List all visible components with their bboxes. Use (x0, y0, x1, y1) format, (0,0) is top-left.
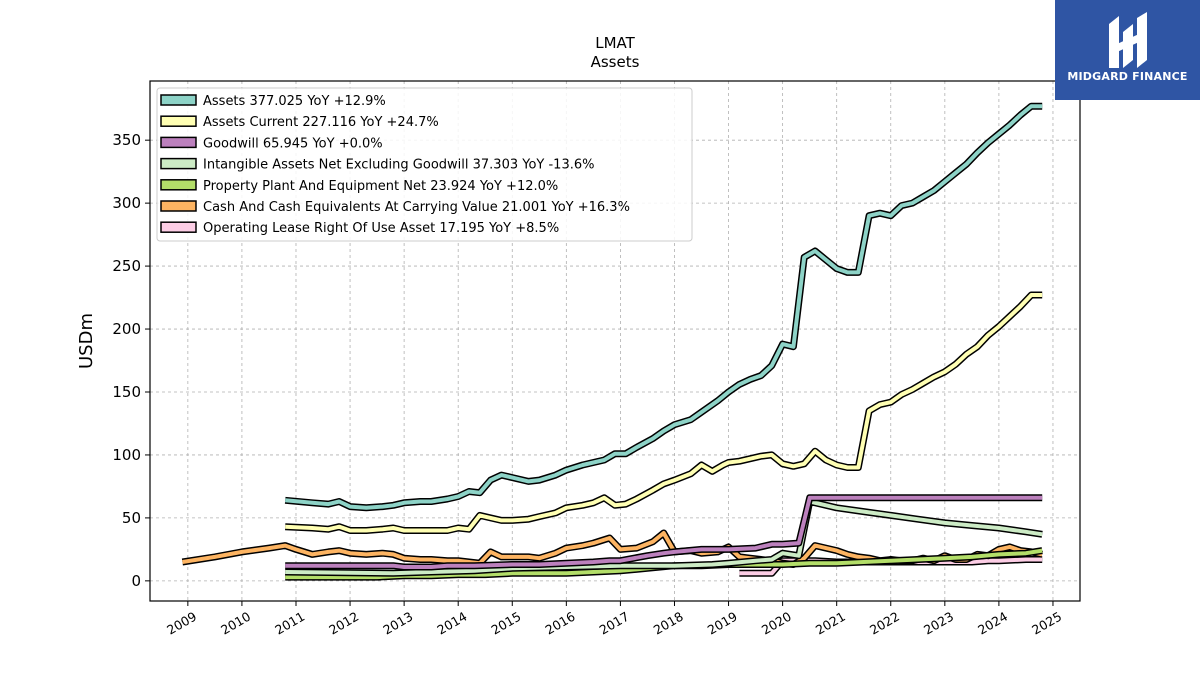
legend: Assets 377.025 YoY +12.9% Assets Current … (156, 87, 693, 242)
x-tick-label: 2011 (272, 609, 307, 638)
series-line (285, 104, 1043, 510)
legend-label: Assets Current 227.116 YoY +24.7% (203, 115, 439, 130)
x-tick-label: 2024 (975, 609, 1010, 638)
x-tick-label: 2013 (380, 609, 415, 638)
y-tick-label: 50 (122, 509, 141, 527)
series-line (285, 499, 1043, 576)
y-axis-label: USDm (76, 313, 97, 369)
legend-label: Goodwill 65.945 YoY +0.0% (203, 136, 383, 151)
legend-swatch (160, 115, 197, 127)
x-tick-label: 2017 (597, 609, 632, 638)
x-tick-label: 2014 (434, 609, 469, 638)
midgard-finance-logo-icon (1109, 12, 1147, 68)
legend-swatch (160, 200, 197, 212)
y-tick-label: 200 (112, 320, 141, 338)
x-tick-label: 2015 (488, 609, 523, 638)
series-intangible-assets-net-excluding-goodwill (285, 498, 1043, 577)
legend-label: Cash And Cash Equivalents At Carrying Va… (203, 200, 630, 215)
x-tick-label: 2022 (867, 609, 902, 638)
x-tick-label: 2025 (1029, 609, 1064, 638)
y-axis: 0 50 100 150 200 250 300 350 (112, 131, 150, 590)
legend-label: Operating Lease Right Of Use Asset 17.19… (203, 221, 559, 236)
y-tick-label: 150 (112, 383, 141, 401)
legend-swatch (160, 157, 197, 170)
y-tick-label: 100 (112, 446, 141, 464)
x-tick-label: 2023 (921, 609, 956, 638)
x-tick-label: 2020 (759, 609, 794, 638)
chart-title: LMAT (595, 34, 635, 52)
x-axis: 2009 2010 2011 2012 2013 2014 2015 2016 2017 2018… (164, 601, 1064, 638)
legend-label: Assets 377.025 YoY +12.9% (203, 94, 386, 109)
x-tick-label: 2010 (218, 609, 253, 638)
legend-swatch (160, 136, 197, 149)
series-goodwill (285, 494, 1043, 571)
legend-swatch (160, 179, 197, 191)
x-tick-label: 2018 (651, 609, 686, 638)
series-assets-current (285, 291, 1043, 534)
legend-swatch (160, 221, 197, 233)
legend-label: Intangible Assets Net Excluding Goodwill… (203, 158, 594, 173)
series-line (285, 293, 1043, 533)
series-assets (284, 102, 1043, 512)
y-tick-label: 250 (112, 257, 141, 275)
chart-subtitle: Assets (591, 53, 640, 71)
midgard-finance-logo: MIDGARD FINANCE (1055, 0, 1200, 100)
x-tick-label: 2012 (326, 609, 361, 638)
legend-swatch (160, 94, 197, 106)
legend-box (156, 87, 693, 242)
legend-label: Property Plant And Equipment Net 23.924 … (203, 179, 558, 194)
y-tick-label: 0 (131, 572, 141, 590)
logo-text: MIDGARD FINANCE (1067, 70, 1188, 83)
x-tick-label: 2016 (543, 609, 578, 638)
series-line (285, 495, 1043, 569)
y-tick-label: 300 (112, 194, 141, 212)
x-tick-label: 2021 (813, 609, 848, 638)
x-tick-label: 2019 (705, 609, 740, 638)
y-tick-label: 350 (112, 131, 141, 149)
series-lines (181, 102, 1043, 581)
x-tick-label: 2009 (164, 609, 199, 638)
plot-frame (149, 80, 1081, 602)
